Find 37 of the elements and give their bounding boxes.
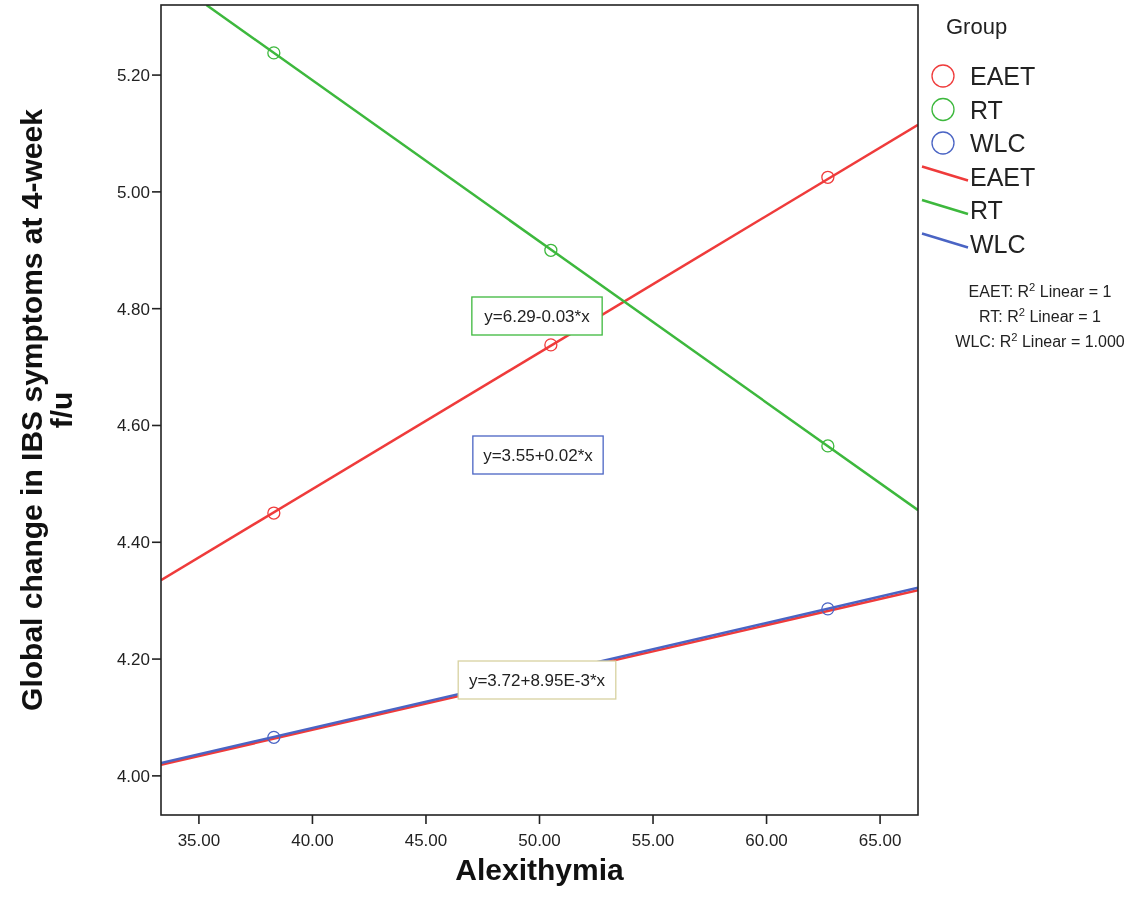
annotation: y=3.55+0.02*x: [483, 446, 594, 465]
point: [821, 170, 835, 184]
y-tick-label: 4.40: [116, 533, 150, 553]
x-tick-label: 60.00: [745, 831, 788, 850]
y-tick-label: 4.20: [116, 650, 150, 670]
y-axis-title: Global change in IBS symptoms at 4-week f/u: [15, 108, 78, 711]
text: EAET: R$^{2}$ Linear = 1: [968, 281, 1112, 300]
point: [821, 602, 835, 616]
point: [267, 730, 281, 744]
x-tick-label: 55.00: [631, 831, 675, 850]
legend-label: EAET: [970, 62, 1036, 90]
text: WLC: R$^{2}$ Linear = 1.000: [955, 331, 1125, 350]
legend-title: Group: [946, 14, 1008, 39]
point: [821, 439, 835, 453]
x-tick-label: 65.00: [858, 831, 902, 850]
annotation: y=6.29-0.03*x: [484, 307, 591, 326]
x-tick-label: 45.00: [404, 831, 448, 850]
y-tick-label: 5.00: [116, 182, 150, 202]
legend-label: RT: [970, 196, 1003, 224]
y-tick-label: 5.20: [116, 66, 150, 86]
x-tick-label: 50.00: [518, 831, 561, 850]
legend-label: WLC: [970, 229, 1026, 258]
point: [544, 338, 558, 352]
legend-label: EAET: [970, 162, 1036, 191]
legend-label: RT: [970, 95, 1003, 124]
x-tick-label: 35.00: [177, 831, 221, 850]
x-tick-label: 40.00: [291, 831, 334, 850]
annotation: y=3.72+8.95E-3*x: [468, 671, 606, 690]
x-axis-title: Alexithymia: [455, 853, 625, 886]
y-tick-label: 4.80: [116, 299, 150, 319]
point: [544, 243, 558, 257]
point: [267, 506, 281, 520]
legend-label: WLC: [970, 129, 1026, 157]
text: RT: R$^{2}$ Linear = 1: [978, 306, 1102, 325]
y-tick-label: 4.00: [116, 766, 150, 786]
y-tick-label: 4.60: [116, 416, 150, 436]
point: [267, 46, 281, 60]
